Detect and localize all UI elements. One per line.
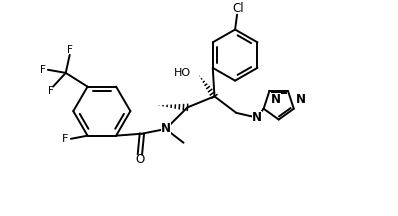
Text: N: N (252, 111, 262, 124)
Text: HO: HO (174, 68, 191, 78)
Text: O: O (135, 153, 144, 166)
Text: Cl: Cl (232, 2, 244, 15)
Text: F: F (40, 65, 46, 75)
Text: N: N (161, 122, 171, 135)
Text: F: F (67, 45, 73, 55)
Text: F: F (48, 86, 54, 96)
Text: N: N (271, 93, 281, 106)
Text: F: F (62, 134, 68, 144)
Text: N: N (295, 93, 305, 106)
